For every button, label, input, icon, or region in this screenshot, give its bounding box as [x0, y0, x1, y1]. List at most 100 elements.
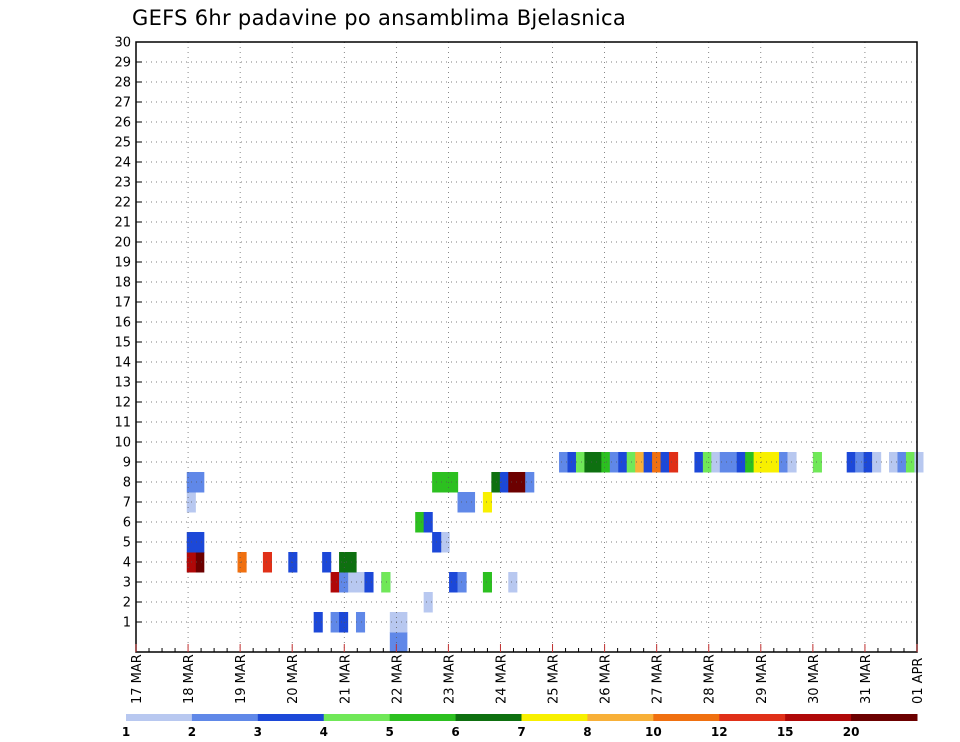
legend-swatch: [785, 714, 852, 721]
heatmap-cell: [339, 572, 349, 593]
heatmap-cell: [339, 552, 349, 573]
heatmap-cell: [728, 452, 738, 473]
heatmap-cell: [753, 452, 763, 473]
heatmap-cell: [313, 612, 323, 633]
x-tick-label: 31 MAR: [859, 654, 874, 704]
legend-label: 1: [122, 725, 130, 739]
heatmap-cell: [262, 552, 273, 573]
y-tick-label: 4: [123, 556, 131, 571]
y-tick-label: 27: [114, 96, 131, 111]
heatmap-cell: [702, 452, 712, 473]
y-tick-label: 20: [114, 236, 131, 251]
heatmap-cell: [745, 452, 755, 473]
plot-frame: [135, 41, 918, 653]
x-tick-label: 01 APR: [911, 658, 926, 704]
heatmap-cell: [457, 572, 467, 593]
heatmap-cell: [779, 452, 789, 473]
y-tick-label: 30: [114, 36, 131, 51]
legend-swatch: [389, 714, 457, 721]
heatmap-cell: [195, 472, 205, 493]
heatmap-cell: [449, 472, 459, 493]
heatmap-cell: [491, 472, 501, 493]
heatmap-cell: [449, 572, 459, 593]
heatmap-cell: [423, 592, 433, 613]
y-tick-label: 24: [114, 156, 131, 171]
heatmap-cell: [381, 572, 391, 593]
legend-label: 7: [517, 725, 525, 739]
y-tick-label: 19: [114, 256, 131, 271]
heatmap-cell: [855, 452, 865, 473]
heatmap-cell: [897, 452, 907, 473]
y-tick-label: 17: [114, 296, 131, 311]
legend-swatch: [126, 714, 193, 721]
heatmap-cell: [195, 552, 205, 573]
heatmap-cell: [330, 572, 340, 593]
y-tick-label: 2: [123, 596, 131, 611]
y-tick-label: 26: [114, 116, 131, 131]
y-tick-label: 6: [123, 516, 131, 531]
heatmap-cell: [423, 512, 433, 533]
y-tick-label: 10: [114, 436, 131, 451]
heatmap-cell: [609, 452, 619, 473]
legend-swatch: [323, 714, 391, 721]
heatmap-cell: [440, 472, 450, 493]
legend-swatch: [257, 714, 325, 721]
y-tick-label: 8: [123, 476, 131, 491]
x-tick-label: 29 MAR: [755, 654, 770, 704]
heatmap-cell: [914, 452, 924, 473]
x-tick-label: 26 MAR: [599, 654, 614, 704]
y-tick-label: 5: [123, 536, 131, 551]
heatmap-cell: [787, 452, 797, 473]
heatmap-cell: [719, 452, 729, 473]
legend-label: 10: [645, 725, 662, 739]
x-tick-label: 22 MAR: [390, 654, 405, 704]
heatmap-cell: [482, 492, 492, 513]
y-tick-label: 12: [114, 396, 131, 411]
legend-swatch: [191, 714, 259, 721]
y-tick-label: 14: [114, 356, 131, 371]
y-tick-label: 22: [114, 196, 131, 211]
y-tick-label: 9: [123, 456, 131, 471]
y-tick-label: 23: [114, 176, 131, 191]
y-tick-label: 13: [114, 376, 131, 391]
x-tick-label: 20 MAR: [286, 654, 301, 704]
x-tick-label: 21 MAR: [338, 654, 353, 704]
heatmap-cell: [347, 552, 357, 573]
heatmap-cell: [398, 632, 408, 653]
y-tick-label: 21: [114, 216, 131, 231]
x-tick-label: 17 MAR: [130, 654, 145, 704]
y-tick-label: 29: [114, 56, 131, 71]
heatmap-cell: [508, 472, 518, 493]
legend-swatch: [719, 714, 786, 721]
legend-swatch: [587, 714, 654, 721]
legend-swatch: [851, 714, 918, 721]
heatmap-cell: [618, 452, 628, 473]
heatmap-cell: [364, 572, 374, 593]
x-tick-label: 30 MAR: [807, 654, 822, 704]
legend-label: 5: [385, 725, 393, 739]
heatmap-cell: [482, 572, 492, 593]
y-tick-label: 11: [114, 416, 131, 431]
heatmap-cell: [567, 452, 577, 473]
legend-label: 15: [777, 725, 794, 739]
x-tick-label: 19 MAR: [234, 654, 249, 704]
x-tick-label: 25 MAR: [547, 654, 562, 704]
heatmap-cell: [389, 612, 399, 633]
heatmap-cell: [508, 572, 518, 593]
heatmap-cell: [398, 612, 408, 633]
x-tick-label: 24 MAR: [494, 654, 509, 704]
heatmap-cell: [415, 512, 425, 533]
y-tick-label: 7: [123, 496, 131, 511]
heatmap-cell: [457, 492, 467, 513]
y-tick-label: 25: [114, 136, 131, 151]
heatmap-cell: [711, 452, 721, 473]
heatmap-cell: [195, 532, 205, 553]
heatmap-cell: [694, 452, 704, 473]
x-tick-label: 18 MAR: [182, 654, 197, 704]
heatmap-cell: [643, 452, 653, 473]
heatmap-cell: [499, 472, 509, 493]
y-tick-label: 16: [114, 316, 131, 331]
heatmap-cell: [347, 572, 357, 593]
legend-label: 6: [451, 725, 459, 739]
